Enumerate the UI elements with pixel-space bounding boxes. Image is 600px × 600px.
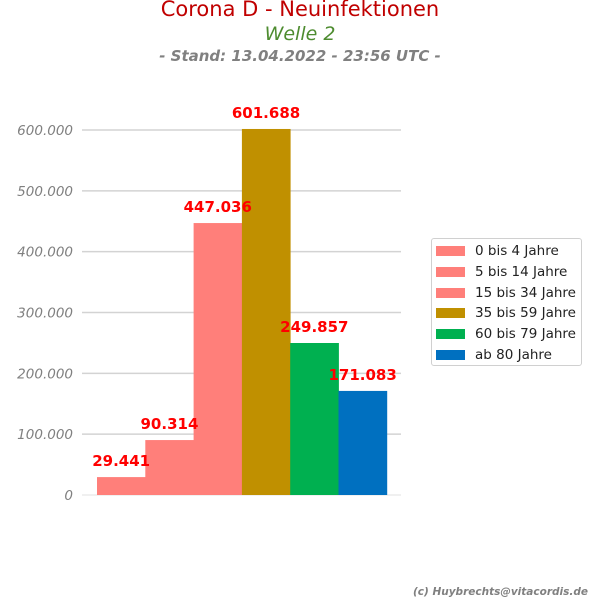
legend-swatch (436, 266, 465, 277)
bar (145, 440, 194, 495)
legend-label: 15 bis 34 Jahre (475, 284, 576, 301)
y-tick-label: 100.000 (17, 427, 73, 443)
legend-label: 35 bis 59 Jahre (475, 305, 576, 322)
legend-label: 5 bis 14 Jahre (475, 263, 568, 280)
legend-swatch (436, 350, 465, 360)
bar (338, 390, 388, 495)
bar (290, 343, 339, 495)
legend-swatch (436, 308, 465, 319)
legend-swatch (436, 287, 465, 298)
y-tick-label: 600.000 (17, 123, 73, 139)
legend-item: 15 bis 34 Jahre (436, 284, 576, 302)
bar-value-label: 171.083 (328, 366, 396, 384)
legend-item: 0 bis 4 Jahre (436, 242, 559, 260)
y-tick-label: 500.000 (17, 184, 73, 200)
copyright-footer: (c) Huybrechts@vitacordis.de (412, 586, 588, 598)
bar-value-label: 447.036 (184, 198, 252, 216)
bar (97, 477, 146, 495)
bar (193, 223, 243, 495)
bar-value-label: 29.441 (92, 452, 150, 470)
legend-item: 60 bis 79 Jahre (436, 325, 576, 343)
legend-swatch (436, 329, 465, 340)
chart-legend: 0 bis 4 Jahre 5 bis 14 Jahre 15 bis 34 Jah… (431, 238, 582, 366)
legend-label: 60 bis 79 Jahre (475, 326, 576, 343)
y-tick-label: 0 (64, 488, 73, 504)
legend-swatch (436, 246, 465, 256)
legend-item: 35 bis 59 Jahre (436, 304, 576, 322)
bar-value-label: 601.688 (232, 104, 300, 122)
bar-value-label: 90.314 (141, 415, 199, 433)
legend-label: ab 80 Jahre (475, 347, 552, 363)
bar-value-label: 249.857 (280, 318, 348, 336)
y-tick-label: 300.000 (17, 306, 73, 322)
y-tick-label: 200.000 (17, 366, 73, 382)
y-tick-label: 400.000 (17, 245, 73, 261)
chart-subtitle: Welle 2 (264, 23, 336, 45)
bar (241, 128, 291, 495)
legend-item: ab 80 Jahre (436, 346, 552, 364)
legend-label: 0 bis 4 Jahre (475, 243, 559, 259)
legend-item: 5 bis 14 Jahre (436, 263, 567, 281)
chart-stand-date: - Stand: 13.04.2022 - 23:56 UTC - (159, 47, 441, 65)
chart-title: Corona D - Neuinfektionen (160, 0, 440, 21)
